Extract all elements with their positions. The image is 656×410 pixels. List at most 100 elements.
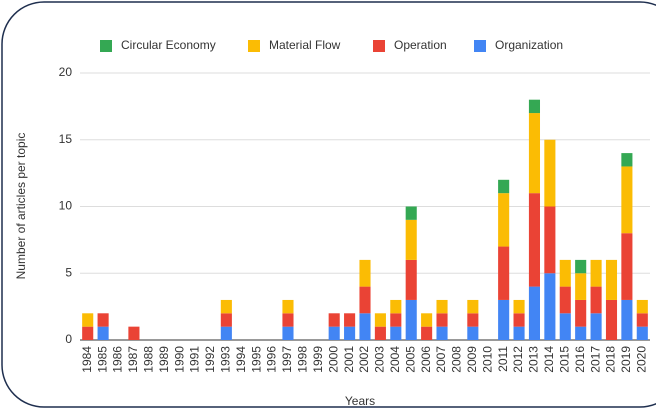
x-tick-label: 1997 [280, 346, 294, 373]
bar-segment [390, 299, 402, 314]
bar-segment [467, 299, 479, 314]
bar-segment [621, 166, 633, 234]
x-tick-label: 2008 [450, 346, 464, 373]
bar-segment [544, 139, 556, 207]
bar-segment [559, 286, 571, 314]
bar-segment [128, 326, 140, 340]
x-tick-label: 2017 [588, 346, 602, 373]
bar-segment [590, 286, 602, 314]
x-tick-label: 1985 [95, 346, 109, 373]
bar-segment [636, 326, 648, 340]
bar-segment [590, 259, 602, 287]
x-tick-label: 1992 [203, 346, 217, 373]
bar-segment [359, 313, 371, 340]
bar-segment [344, 313, 356, 327]
bar-segment [421, 313, 433, 327]
x-tick-label: 2006 [419, 346, 433, 373]
bar-segment [559, 313, 571, 340]
y-tick-label: 20 [59, 65, 73, 79]
legend-swatch [100, 40, 112, 52]
bar-segment [621, 153, 633, 167]
x-tick-label: 2013 [527, 346, 541, 373]
bar-segment [513, 326, 525, 340]
x-tick-label: 2020 [634, 346, 648, 373]
bar-segment [344, 326, 356, 340]
bar-segment [374, 313, 386, 327]
legend-label: Material Flow [269, 38, 341, 52]
x-tick-label: 2003 [373, 346, 387, 373]
legend-label: Organization [495, 38, 563, 52]
y-tick-label: 15 [59, 132, 73, 146]
bar-segment [82, 313, 94, 327]
bar-segment [220, 313, 232, 327]
x-tick-label: 2002 [357, 346, 371, 373]
bar-segment [498, 179, 510, 194]
x-tick-label: 2011 [496, 346, 510, 372]
x-tick-label: 1988 [141, 346, 155, 373]
bar-segment [528, 113, 541, 194]
x-tick-label: 1995 [249, 346, 263, 373]
bar-segment [575, 326, 587, 340]
bar-segment [528, 99, 541, 114]
y-tick-label: 5 [65, 265, 72, 279]
x-tick-label: 2019 [619, 346, 633, 373]
y-tick-label: 0 [65, 332, 72, 346]
x-tick-label: 2012 [511, 346, 525, 373]
bar-segment [97, 313, 109, 327]
bar-segment [621, 299, 633, 340]
bar-segment [282, 326, 294, 340]
bar-segment [467, 326, 479, 340]
x-tick-label: 1990 [172, 346, 186, 373]
bar-segment [528, 193, 541, 287]
x-tick-label: 2001 [342, 346, 356, 373]
legend-label: Circular Economy [121, 38, 216, 52]
bar-segment [575, 299, 587, 327]
bar-segment [575, 259, 587, 274]
x-tick-label: 1984 [80, 346, 94, 373]
x-tick-label: 1986 [111, 346, 125, 373]
y-axis-label: Number of articles per topic [14, 133, 28, 280]
x-tick-label: 1993 [219, 346, 233, 373]
bar-segment [544, 273, 556, 340]
bar-segment [605, 299, 618, 340]
bar-segment [513, 299, 525, 314]
bar-segment [636, 313, 648, 327]
x-tick-label: 1991 [188, 346, 202, 373]
bar-segment [390, 326, 402, 340]
x-tick-label: 2014 [542, 346, 556, 373]
x-tick-label: 1996 [265, 346, 279, 373]
x-tick-label: 2015 [557, 346, 571, 373]
bar-segment [405, 206, 417, 220]
bar-segment [498, 193, 510, 247]
x-tick-label: 2010 [480, 346, 494, 373]
x-tick-label: 1998 [296, 346, 310, 373]
legend-swatch [248, 40, 260, 52]
bar-segment [82, 326, 94, 340]
x-tick-label: 2004 [388, 346, 402, 373]
bar-segment [559, 259, 571, 287]
bar-segment [421, 326, 433, 340]
bar-segment [405, 299, 417, 340]
x-tick-label: 2000 [326, 346, 340, 373]
legend-swatch [373, 40, 385, 52]
x-tick-label: 2005 [403, 346, 417, 373]
bar-segment [374, 326, 386, 340]
bar-segment [405, 259, 417, 300]
bar-segment [220, 326, 232, 340]
x-tick-label: 1994 [234, 346, 248, 373]
bar-segment [97, 326, 109, 340]
bar-segment [328, 313, 340, 327]
bar-segment [544, 206, 556, 274]
bar-segment [513, 313, 525, 327]
bar-segment [621, 233, 633, 300]
x-axis-label: Years [345, 394, 375, 408]
bar-segment [220, 299, 232, 314]
bar-segment [436, 299, 448, 314]
bar-segment [636, 299, 648, 314]
bar-segment [405, 219, 417, 260]
y-tick-label: 10 [59, 199, 73, 213]
bar-segment [590, 313, 602, 340]
bar-segment [498, 246, 510, 300]
bar-segment [436, 326, 448, 340]
